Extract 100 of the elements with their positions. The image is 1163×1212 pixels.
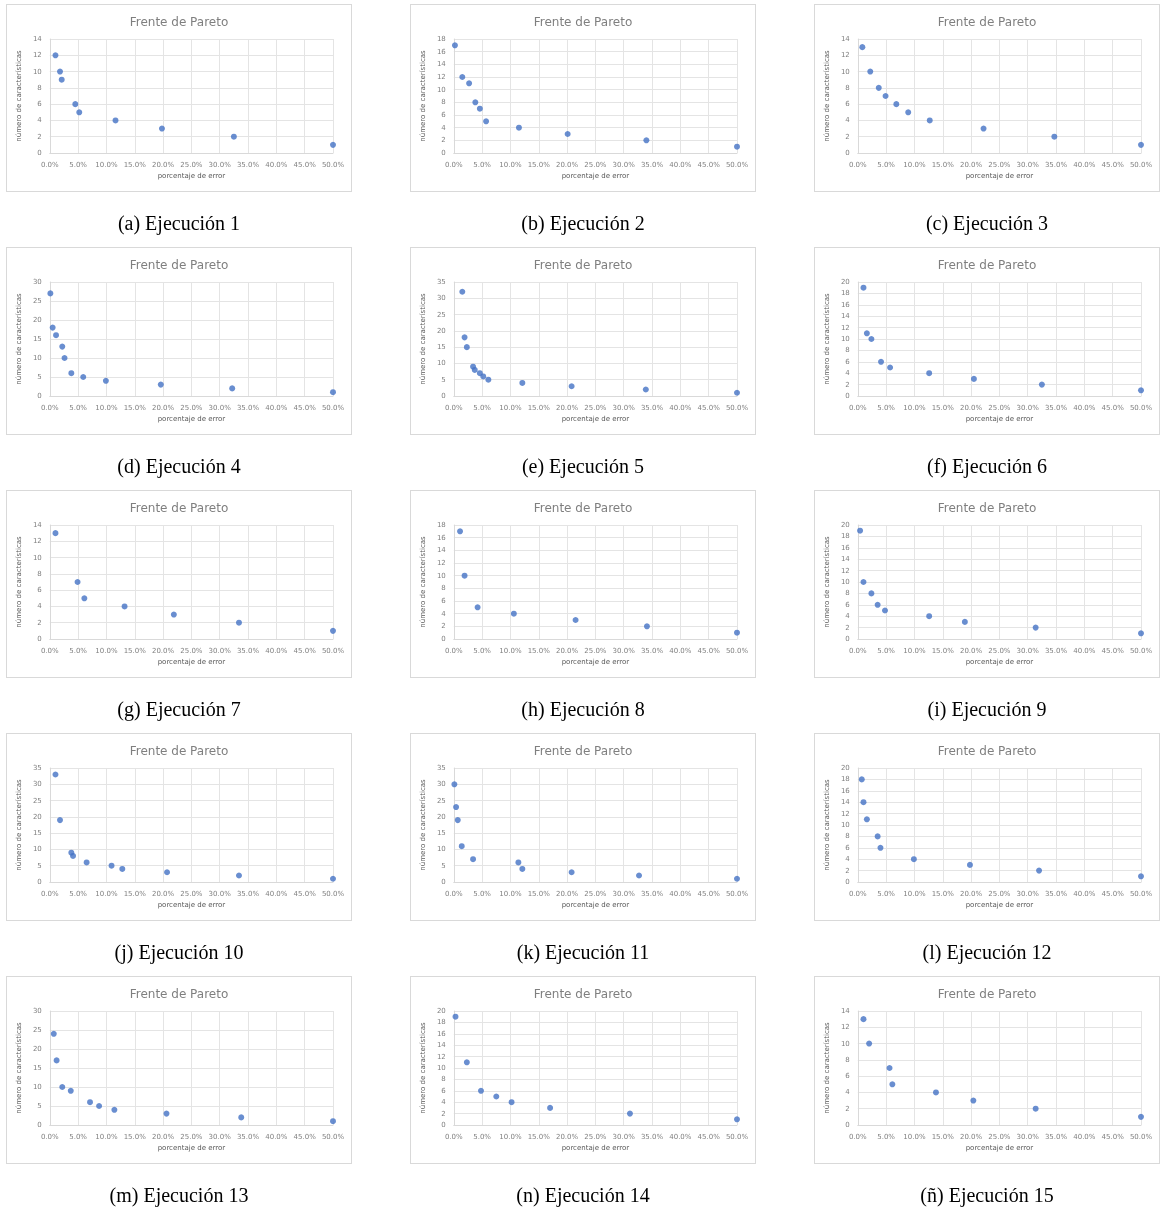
point [102,377,109,384]
point [863,816,870,823]
point [163,1110,170,1117]
point [158,125,165,132]
point [564,131,571,137]
point [734,629,740,636]
text: (a) Ejecución 1 [116,212,242,235]
point [453,804,460,811]
point [111,1106,118,1113]
point [926,370,933,377]
point [643,623,650,630]
point [1032,624,1039,631]
chart-title: Frente de Pareto [533,744,633,758]
point [485,376,492,383]
point [868,336,875,342]
point [74,579,81,585]
chart-title: Frente de Pareto [937,987,1037,1001]
point [229,385,236,392]
point [463,344,470,351]
point [58,76,65,83]
point [734,143,740,150]
point [860,579,867,585]
point [547,1104,554,1111]
point [53,1057,60,1064]
point [1036,867,1043,874]
point [860,1016,867,1023]
point [932,1089,939,1096]
point [463,1059,470,1066]
point [330,627,336,634]
point [472,99,479,106]
point [887,364,894,371]
point [868,590,875,597]
point [57,817,63,824]
point [889,1081,896,1088]
point [980,125,987,132]
point [119,865,126,872]
point [893,101,900,108]
point [734,1116,740,1123]
point [875,84,882,91]
point [926,613,933,620]
point [458,843,465,850]
point [457,528,464,535]
point [874,833,881,840]
point [330,141,336,148]
text: (d) Ejecución 4 [116,455,242,478]
point [519,865,526,872]
text: (c) Ejecución 3 [924,212,1050,235]
text: (f) Ejecución 6 [926,455,1048,478]
point [636,872,643,879]
point [866,1040,873,1047]
point [568,869,575,876]
point [874,601,881,608]
chart-title: Frente de Pareto [129,744,229,758]
point [474,604,481,611]
point [461,572,468,579]
point [57,68,63,75]
chart-title: Frente de Pareto [129,987,229,1001]
point [882,607,888,614]
point [238,1114,245,1121]
point [857,527,864,534]
point [68,370,75,377]
point [1138,387,1144,394]
point [80,374,87,380]
chart-title: Frente de Pareto [533,258,633,272]
point [470,856,477,863]
point [480,373,487,380]
point [734,875,740,882]
point [1038,381,1045,388]
point [96,1103,103,1109]
point [459,288,466,295]
point [859,44,866,51]
text: (j) Ejecución 10 [113,941,245,964]
point [882,93,889,99]
point [1032,1105,1039,1112]
chart-title: Frente de Pareto [129,258,229,272]
point [72,101,79,108]
point [49,324,56,331]
point [961,618,968,625]
point [108,862,115,869]
point [230,133,237,140]
point [867,68,874,75]
point [970,375,977,382]
point [67,1087,74,1094]
chart-title: Frente de Pareto [937,744,1037,758]
point [451,42,458,49]
point [330,389,336,396]
point [877,844,884,851]
point [1138,141,1144,148]
point [459,74,466,80]
point [330,875,336,882]
chart-title: Frente de Pareto [129,501,229,515]
point [1138,873,1144,880]
point [910,856,917,863]
point [121,603,128,610]
point [81,595,88,602]
point [476,105,483,112]
chart-title: Frente de Pareto [533,987,633,1001]
text: (e) Ejecución 5 [520,455,646,478]
text: (ñ) Ejecución 15 [919,1184,1055,1207]
point [454,817,461,824]
